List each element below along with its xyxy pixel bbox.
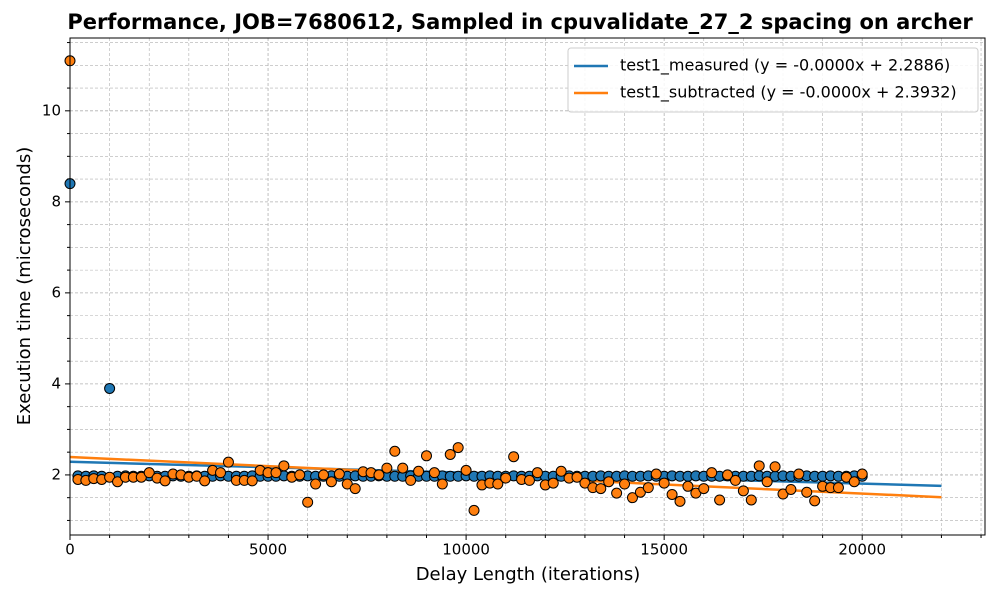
chart-title: Performance, JOB=7680612, Sampled in cpu… xyxy=(67,10,973,34)
point xyxy=(104,382,116,394)
point xyxy=(413,465,425,477)
point xyxy=(611,487,623,499)
point xyxy=(626,492,638,504)
point xyxy=(706,467,718,479)
point xyxy=(801,486,813,498)
plot-frame xyxy=(69,37,986,536)
point xyxy=(682,480,694,492)
point xyxy=(595,483,607,495)
point xyxy=(642,482,654,494)
point xyxy=(310,478,322,490)
point xyxy=(215,467,227,479)
y-tick-label: 8 xyxy=(51,192,61,210)
point xyxy=(420,450,432,462)
point xyxy=(246,475,258,487)
point xyxy=(729,474,741,486)
point xyxy=(547,477,559,489)
legend xyxy=(567,47,979,113)
point xyxy=(468,504,480,516)
point xyxy=(714,494,726,506)
point xyxy=(159,475,171,487)
point xyxy=(761,476,773,488)
y-tick-label: 2 xyxy=(51,465,61,483)
point xyxy=(531,467,543,479)
point xyxy=(428,467,440,479)
y-tick-label: 10 xyxy=(42,101,61,119)
point xyxy=(793,468,805,480)
point xyxy=(397,462,409,474)
point xyxy=(848,476,860,488)
point xyxy=(199,475,211,487)
point xyxy=(222,456,234,468)
point xyxy=(571,471,583,483)
point xyxy=(143,467,155,479)
point xyxy=(737,485,749,497)
point xyxy=(452,442,464,454)
x-tick-label: 20000 xyxy=(838,541,886,559)
y-tick-label: 4 xyxy=(51,374,61,392)
point xyxy=(722,469,734,481)
point xyxy=(832,482,844,494)
point xyxy=(658,477,670,489)
x-axis-label: Delay Length (iterations) xyxy=(416,564,641,585)
point xyxy=(500,472,512,484)
x-tick-label: 10000 xyxy=(442,541,490,559)
point xyxy=(349,483,361,495)
point xyxy=(508,451,520,463)
point xyxy=(294,469,306,481)
point xyxy=(809,495,821,507)
point xyxy=(492,478,504,490)
point xyxy=(333,468,345,480)
legend-label: test1_measured (y = -0.0000x + 2.2886) xyxy=(620,56,950,76)
point xyxy=(769,461,781,473)
point xyxy=(650,468,662,480)
y-tick-label: 6 xyxy=(51,283,61,301)
x-tick-label: 5000 xyxy=(249,541,287,559)
y-axis-label: Execution time (microseconds) xyxy=(14,147,35,426)
point xyxy=(666,488,678,500)
point xyxy=(270,467,282,479)
point xyxy=(405,474,417,486)
point xyxy=(619,478,631,490)
point xyxy=(698,483,710,495)
point xyxy=(753,460,765,472)
point xyxy=(785,483,797,495)
point xyxy=(325,476,337,488)
point xyxy=(603,476,615,488)
x-tick-label: 0 xyxy=(65,541,75,559)
point xyxy=(389,445,401,457)
point xyxy=(460,464,472,476)
point xyxy=(555,465,567,477)
x-tick-label: 15000 xyxy=(640,541,688,559)
point xyxy=(674,495,686,507)
legend-label: test1_subtracted (y = -0.0000x + 2.3932) xyxy=(620,83,957,103)
point xyxy=(302,496,314,508)
point xyxy=(444,448,456,460)
point xyxy=(381,462,393,474)
point xyxy=(436,478,448,490)
point xyxy=(745,494,757,506)
point xyxy=(318,469,330,481)
point xyxy=(856,468,868,480)
point xyxy=(373,469,385,481)
point xyxy=(278,460,290,472)
point xyxy=(523,474,535,486)
